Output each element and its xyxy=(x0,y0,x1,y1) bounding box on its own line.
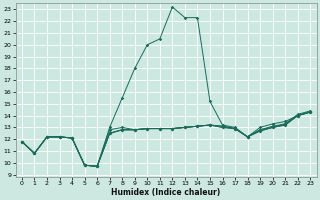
X-axis label: Humidex (Indice chaleur): Humidex (Indice chaleur) xyxy=(111,188,221,197)
